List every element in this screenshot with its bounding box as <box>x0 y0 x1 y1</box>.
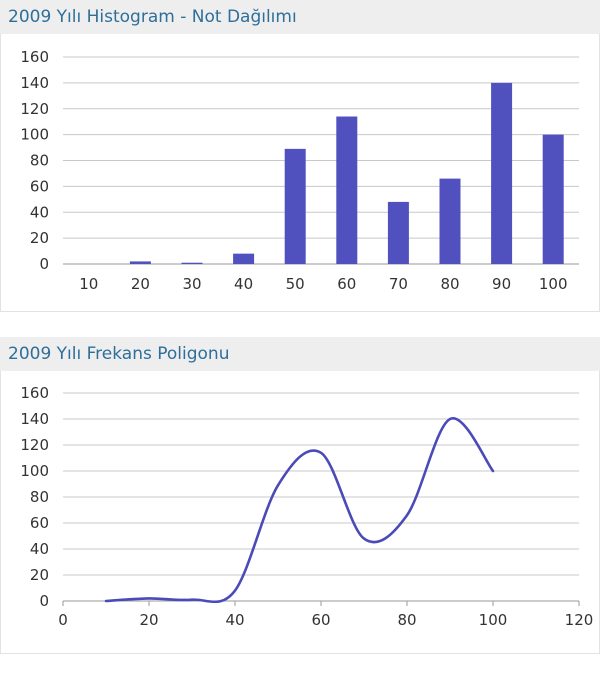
y-tick-label: 40 <box>30 203 49 221</box>
y-tick-label: 160 <box>20 48 49 66</box>
y-tick-label: 140 <box>20 74 49 92</box>
histogram-bar <box>336 116 358 264</box>
x-tick-label: 100 <box>479 611 508 629</box>
histogram-bar <box>542 134 564 264</box>
histogram-bar <box>439 178 461 264</box>
x-tick-label: 60 <box>337 275 356 293</box>
x-tick-label: 80 <box>397 611 416 629</box>
y-tick-label: 120 <box>20 436 49 454</box>
x-tick-label: 100 <box>539 275 568 293</box>
x-tick-label: 40 <box>225 611 244 629</box>
histogram-bar <box>387 201 409 264</box>
frequency-line <box>104 417 495 604</box>
histogram-chart: 0 20 40 60 80 100 120 140 160 10 20 30 40 50 60 70 80 90 1… <box>20 48 579 293</box>
y-tick-label: 80 <box>30 488 49 506</box>
y-tick-label: 80 <box>30 152 49 170</box>
histogram-bar <box>129 261 151 264</box>
y-tick-label: 20 <box>30 229 49 247</box>
x-tick-label: 30 <box>182 275 201 293</box>
y-tick-label: 100 <box>20 126 49 144</box>
polygon-panel: 2009 Yılı Frekans Poligonu 0 20 40 60 80 100 1… <box>0 337 600 654</box>
x-tick-label: 60 <box>311 611 330 629</box>
histogram-bar <box>233 253 255 264</box>
y-tick-label: 40 <box>30 540 49 558</box>
y-tick-label: 20 <box>30 566 49 584</box>
histogram-panel: 2009 Yılı Histogram - Not Dağılımı 0 20 40… <box>0 0 600 312</box>
x-tick-label: 90 <box>492 275 511 293</box>
histogram-bar <box>181 262 203 264</box>
x-tick-label: 10 <box>79 275 98 293</box>
histogram-body: 0 20 40 60 80 100 120 140 160 10 20 30 40 50 60 70 80 90 1… <box>0 34 600 312</box>
x-tick-label: 0 <box>58 611 68 629</box>
y-tick-label: 120 <box>20 100 49 118</box>
x-tick-label: 40 <box>234 275 253 293</box>
x-tick-label: 80 <box>440 275 459 293</box>
y-tick-label: 60 <box>30 177 49 195</box>
y-tick-label: 100 <box>20 462 49 480</box>
histogram-bar <box>284 148 306 264</box>
histogram-title: 2009 Yılı Histogram - Not Dağılımı <box>0 0 600 34</box>
y-tick-label: 60 <box>30 514 49 532</box>
x-tick-label: 70 <box>389 275 408 293</box>
y-tick-label: 140 <box>20 410 49 428</box>
x-tick-label: 50 <box>286 275 305 293</box>
y-tick-label: 0 <box>39 255 49 273</box>
x-tick-label: 20 <box>131 275 150 293</box>
x-tick-label: 120 <box>565 611 594 629</box>
y-tick-label: 0 <box>39 592 49 610</box>
y-tick-label: 160 <box>20 384 49 402</box>
polygon-title: 2009 Yılı Frekans Poligonu <box>0 337 600 371</box>
polygon-body: 0 20 40 60 80 100 120 140 160 0 20 40 60 80 100 120 <box>0 371 600 654</box>
frequency-polygon-chart: 0 20 40 60 80 100 120 140 160 0 20 40 60 80 100 120 <box>20 384 594 629</box>
histogram-bar <box>491 82 513 264</box>
x-tick-label: 20 <box>139 611 158 629</box>
